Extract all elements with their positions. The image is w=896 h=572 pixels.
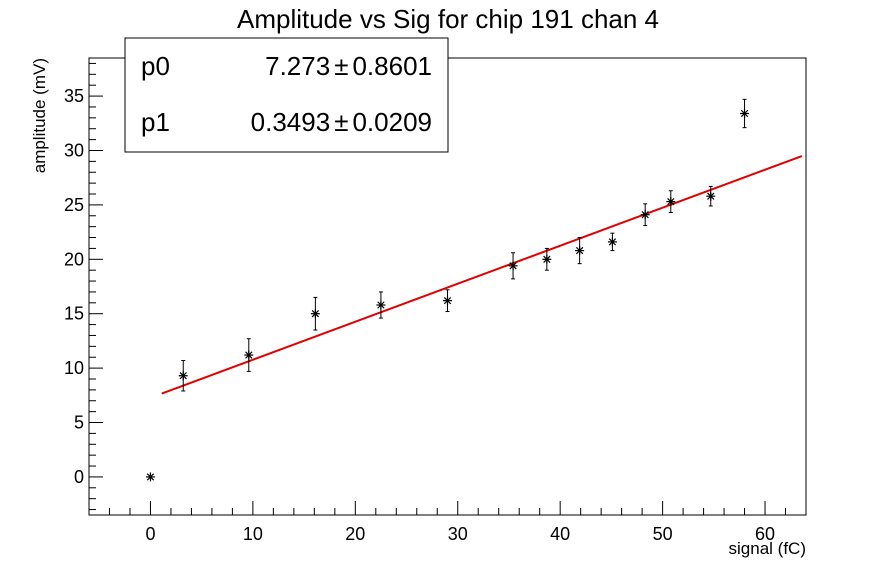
data-points [145,98,750,482]
marker-stroke [377,301,385,309]
data-point [310,296,320,331]
data-point [376,291,386,319]
marker-stroke [667,197,675,206]
marker-stroke [543,255,551,263]
marker-stroke [707,192,715,200]
asterisk-marker [443,296,452,306]
x-tick-label: 50 [653,524,673,544]
stats-p0-name: p0 [141,51,170,81]
y-axis-label: amplitude (mV) [30,58,49,173]
data-point [640,203,650,227]
marker-stroke [608,238,617,246]
asterisk-marker [244,350,254,360]
axis-ticks [89,62,787,515]
asterisk-marker [640,210,650,220]
chart-title: Amplitude vs Sig for chip 191 chan 4 [237,4,659,34]
stats-p0-value: 7.273 ±0.8601 [265,51,432,81]
x-tick-label: 10 [243,524,263,544]
data-point [244,338,254,372]
data-point [508,252,518,280]
axis-tick-labels: 0 10 20 30 40 50 60 0 5 10 15 20 25 30 35 [64,86,775,544]
x-axis-label: signal (fC) [729,539,806,558]
data-point [443,289,452,313]
marker-stroke [146,473,155,481]
y-tick-label: 10 [64,358,84,378]
data-point [178,359,188,392]
marker-stroke [311,310,320,318]
x-tick-label: 60 [755,524,775,544]
marker-stroke [509,262,517,270]
asterisk-marker [145,472,155,482]
y-tick-label: 35 [64,86,84,106]
marker-stroke [245,351,253,359]
stats-p1-value: 0.3493 ±0.0209 [251,107,432,137]
marker-stroke [641,211,649,219]
asterisk-marker [666,197,676,207]
asterisk-marker [607,237,617,247]
data-point [706,185,716,207]
stats-p1-name: p1 [141,107,170,137]
asterisk-marker [542,254,552,264]
asterisk-marker [508,261,518,271]
data-point [607,232,617,252]
y-tick-label: 25 [64,195,84,215]
asterisk-marker [178,371,188,381]
marker-stroke [179,372,187,380]
data-point [740,98,750,129]
x-tick-label: 40 [550,524,570,544]
asterisk-marker [575,246,585,256]
marker-stroke [740,109,749,118]
x-tick-label: 0 [145,524,155,544]
asterisk-marker [706,191,716,201]
x-tick-label: 20 [345,524,365,544]
data-point [666,190,676,214]
asterisk-marker [376,300,386,310]
data-point [145,472,155,482]
marker-stroke [575,246,584,255]
y-tick-label: 15 [64,304,84,324]
data-point [542,247,552,271]
asterisk-marker [310,309,320,319]
y-tick-label: 5 [74,413,84,433]
y-tick-label: 20 [64,249,84,269]
y-tick-label: 30 [64,140,84,160]
marker-stroke [443,296,452,305]
stats-box: p0 7.273 ±0.8601 p1 0.3493 ±0.0209 [124,37,449,153]
fit-line [161,155,803,395]
x-tick-label: 30 [448,524,468,544]
asterisk-marker [740,108,750,118]
stats-box-frame [124,37,449,153]
y-tick-label: 0 [74,467,84,487]
data-point [575,237,585,265]
